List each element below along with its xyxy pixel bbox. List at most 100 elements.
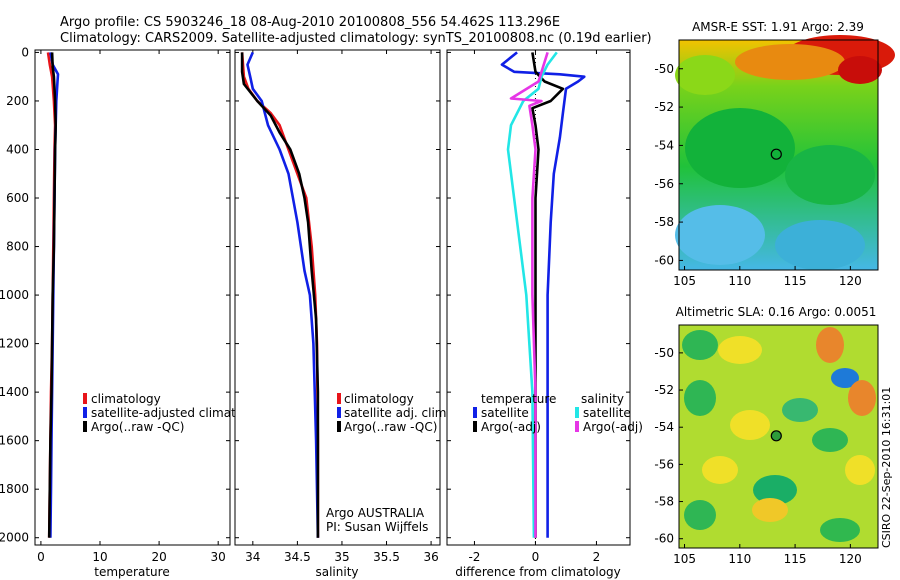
salinity-legend: climatology satellite adj. clim. Argo(..… — [337, 392, 450, 434]
sla-patch — [831, 368, 859, 388]
sla-patch — [684, 380, 716, 416]
legend-swatch-satellite-adjusted — [83, 407, 87, 418]
figure-title-line-1: Argo profile: CS 5903246_18 08-Aug-2010 … — [60, 15, 560, 30]
series-temperature-argo-adj — [531, 52, 565, 538]
x-tick-label: 34 — [245, 550, 260, 564]
lon-tick-label: 110 — [728, 552, 751, 566]
sla-patch — [820, 518, 860, 542]
lat-tick-label: -60 — [654, 253, 674, 267]
lon-tick-label: 105 — [673, 552, 696, 566]
lon-tick-label: 105 — [673, 274, 696, 288]
legend-label-salinity-argo: Argo(-adj) — [583, 420, 643, 434]
legend-swatch-temperature-argo — [473, 421, 477, 432]
lat-tick-label: -54 — [654, 138, 674, 152]
sst-map-frame — [678, 39, 879, 271]
sla-patch — [752, 498, 788, 522]
argo-float-marker — [770, 148, 782, 160]
depth-tick-label: 1400 — [0, 385, 29, 399]
difference-profiles — [500, 51, 586, 538]
legend-header-temperature: temperature — [481, 392, 556, 406]
sla-patch — [845, 455, 875, 485]
series-argo-raw-qc — [47, 52, 58, 538]
sla-patch — [816, 327, 844, 363]
depth-tick-label: 400 — [6, 142, 29, 156]
lat-tick-label: -56 — [654, 177, 674, 191]
sst-map-axes: 105 110 115 120 -50 -52 -54 -56 -58 -60 — [654, 62, 861, 288]
difference-depth-ticks — [447, 51, 630, 539]
depth-tick-label: 200 — [6, 94, 29, 108]
sla-patch — [684, 500, 716, 530]
legend-label-salinity-satellite: satellite — [583, 406, 631, 420]
series-temperature-satellite — [500, 51, 586, 538]
lon-tick-label: 115 — [784, 552, 807, 566]
difference-panel: -2 0 2 difference from climatology tempera… — [446, 49, 643, 579]
legend-label-climatology: climatology — [344, 392, 414, 406]
sst-map-title: AMSR-E SST: 1.91 Argo: 2.39 — [692, 20, 864, 34]
depth-tick-label: 1800 — [0, 482, 29, 496]
series-salinity-argo-adj — [509, 52, 549, 538]
legend-label-temperature-satellite: satellite — [481, 406, 529, 420]
sla-map-title: Altimetric SLA: 0.16 Argo: 0.0051 — [676, 305, 877, 319]
lat-tick-label: -58 — [654, 495, 674, 509]
lat-tick-label: -50 — [654, 346, 674, 360]
sla-patch — [753, 475, 797, 505]
temperature-panel: 0 200 400 600 800 1000 1200 1400 1600 1800 2000 0 1… — [0, 45, 261, 579]
depth-tick-label: 1000 — [0, 288, 29, 302]
sla-patch — [718, 336, 762, 364]
warm-patch — [735, 44, 845, 80]
temperature-legend: climatology satellite-adjusted climatolo… — [83, 392, 261, 434]
legend-label-temperature-argo: Argo(-adj) — [481, 420, 541, 434]
cold-patch — [675, 205, 765, 265]
x-tick-label: 36 — [423, 550, 438, 564]
salinity-panel: 34 34.5 35 35.5 36 salinity climatology sate… — [234, 49, 450, 579]
csiro-timestamp: CSIRO 22-Sep-2010 16:31:01 — [880, 387, 893, 548]
difference-x-axis: -2 0 2 — [468, 50, 600, 564]
argo-credit-line-1: Argo AUSTRALIA — [326, 506, 425, 520]
sla-patch — [730, 410, 770, 440]
sla-patch — [848, 380, 876, 416]
legend-swatch-salinity-satellite — [575, 407, 579, 418]
depth-tick-label: 800 — [6, 240, 29, 254]
x-tick-label: -2 — [468, 550, 480, 564]
depth-tick-label: 0 — [21, 45, 29, 59]
temperature-profiles — [46, 52, 60, 538]
sla-patch — [782, 398, 818, 422]
sla-patch — [812, 428, 848, 452]
sla-map-panel: Altimetric SLA: 0.16 Argo: 0.0051 105 110… — [654, 305, 879, 566]
temperature-axes-frame — [34, 49, 231, 546]
temperature-x-axis: 0 10 20 30 — [37, 50, 226, 564]
sst-map-panel: AMSR-E SST: 1.91 Argo: 2.39 105 110 115 120… — [654, 20, 895, 288]
legend-swatch-argo — [83, 421, 87, 432]
sla-patch — [702, 456, 738, 484]
legend-swatch-temperature-satellite — [473, 407, 477, 418]
salinity-x-axis: 34 34.5 35 35.5 36 — [245, 50, 439, 564]
lon-tick-label: 120 — [839, 552, 862, 566]
series-salinity-satellite — [506, 51, 558, 538]
legend-swatch-satellite-adj — [337, 407, 341, 418]
salinity-axes-frame — [234, 49, 441, 546]
series-argo-raw-qc — [240, 52, 320, 538]
sla-patch — [682, 330, 718, 360]
sla-map-frame — [678, 324, 879, 549]
lon-tick-label: 115 — [784, 274, 807, 288]
warm-patch — [838, 56, 882, 84]
x-tick-label: 35.5 — [373, 550, 400, 564]
temperature-x-label: temperature — [94, 565, 169, 579]
figure-title-line-2: Climatology: CARS2009. Satellite-adjuste… — [60, 31, 652, 46]
x-tick-label: 2 — [593, 550, 601, 564]
legend-label-satellite-adj: satellite adj. clim. — [344, 406, 450, 420]
mid-patch — [685, 108, 795, 188]
x-tick-label: 35 — [334, 550, 349, 564]
difference-axes-frame — [446, 49, 631, 546]
x-tick-label: 30 — [211, 550, 226, 564]
x-tick-label: 20 — [151, 550, 166, 564]
argo-credit-line-2: PI: Susan Wijffels — [326, 520, 428, 534]
salinity-depth-ticks — [235, 51, 440, 539]
legend-label-climatology: climatology — [91, 392, 161, 406]
argo-float-marker — [770, 430, 782, 442]
lat-tick-label: -52 — [654, 100, 674, 114]
series-satellite-adj-clim — [246, 51, 320, 538]
lon-tick-label: 110 — [728, 274, 751, 288]
depth-tick-label: 600 — [6, 191, 29, 205]
